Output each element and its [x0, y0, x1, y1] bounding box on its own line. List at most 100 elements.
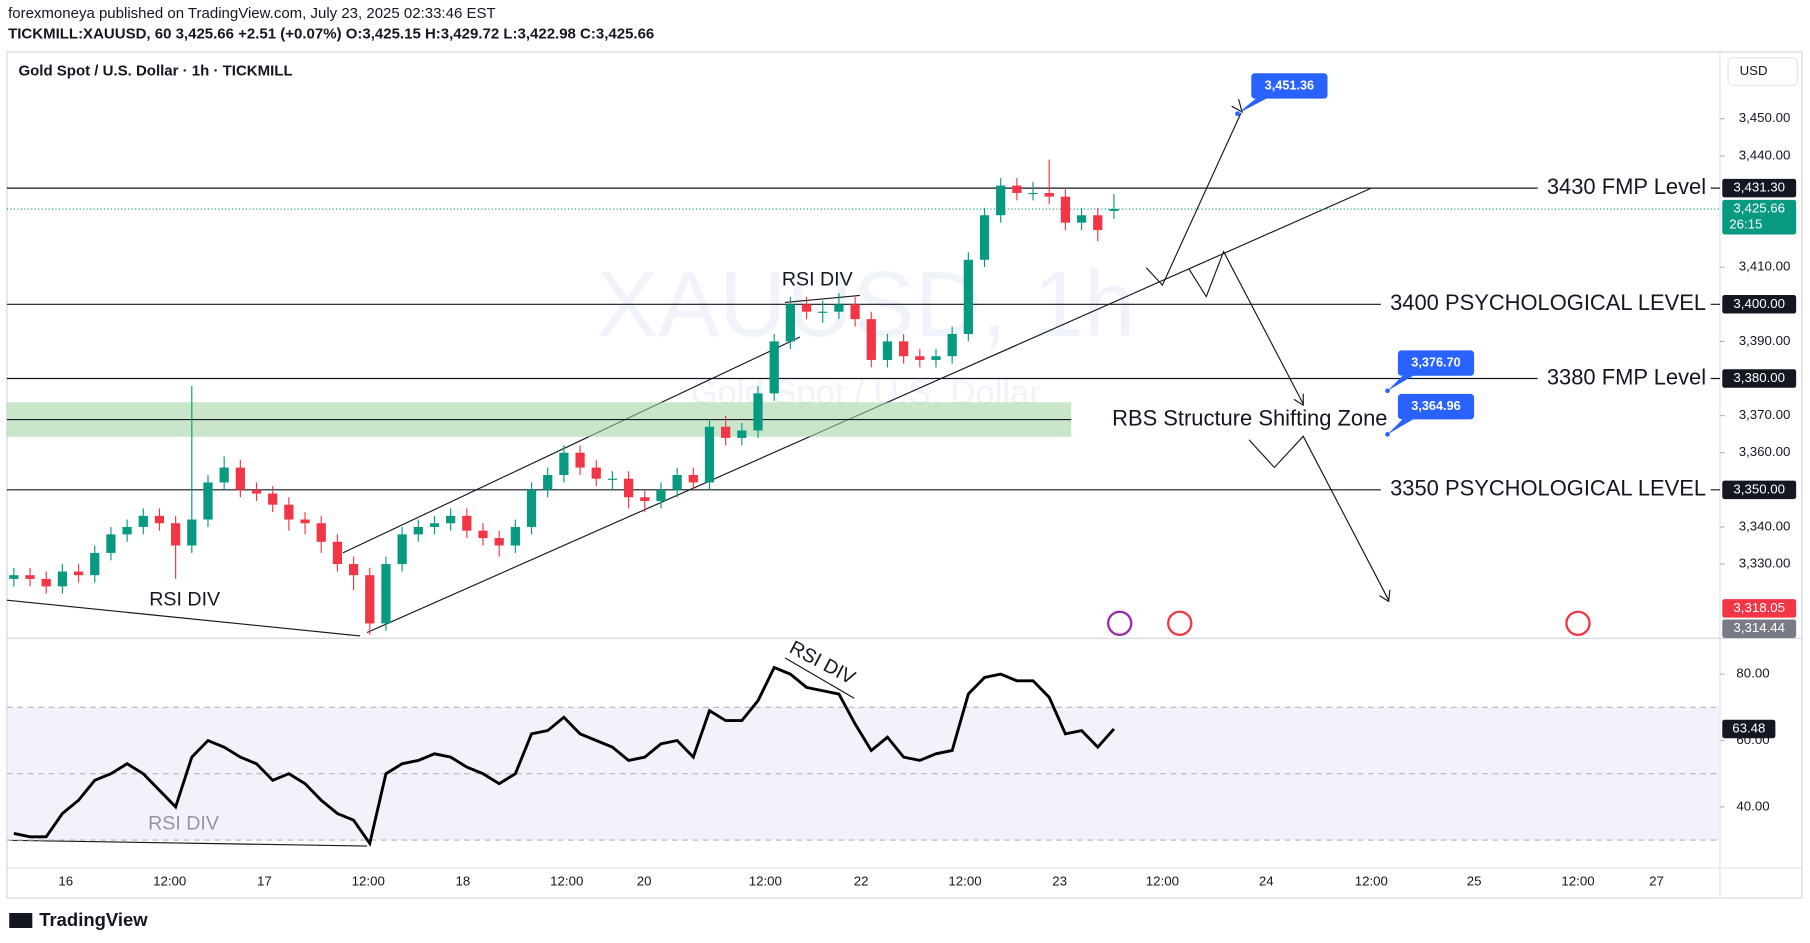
price-badge — [1722, 369, 1797, 388]
candle-body — [106, 534, 116, 553]
current-price-badge — [1722, 199, 1797, 235]
candle-body — [284, 504, 294, 520]
y-tick-label: 3,360.00 — [1739, 444, 1791, 459]
candle-body — [882, 341, 893, 360]
candle-body — [381, 564, 391, 624]
candle-body — [1028, 192, 1038, 195]
y-tick-label: 3,330.00 — [1739, 556, 1791, 571]
trend-line — [6, 599, 361, 637]
symbol-line: TICKMILL:XAUUSD, 60 3,425.66 +2.51 (+0.0… — [8, 26, 654, 43]
candle-body — [963, 259, 973, 334]
candle-body — [429, 523, 440, 527]
price-badge — [1722, 480, 1797, 500]
price-badge — [1722, 599, 1797, 618]
x-tick-label: 12:00 — [1146, 873, 1179, 888]
candle-body — [931, 356, 941, 360]
candle-body — [1076, 215, 1087, 223]
target-pointer — [1387, 374, 1416, 391]
candle-body — [866, 319, 876, 360]
logo-mark — [9, 912, 33, 928]
candle-body — [138, 515, 148, 527]
price-badge — [1722, 295, 1797, 314]
level-label: 3430 FMP Level — [1547, 174, 1706, 199]
candle-body — [203, 482, 213, 520]
candle-body — [187, 519, 197, 546]
x-tick-label: 12:00 — [1561, 873, 1594, 888]
candle-body — [90, 552, 100, 576]
target-bubble — [1397, 350, 1475, 376]
event-icons — [1107, 610, 1591, 636]
x-tick-label: 20 — [637, 873, 652, 888]
candle-body — [510, 526, 520, 546]
trend-line — [784, 294, 861, 303]
price-badge-label: 3,314.44 — [1733, 620, 1785, 635]
x-tick-label: 12:00 — [153, 873, 186, 888]
level-label: 3400 PSYCHOLOGICAL LEVEL — [1390, 290, 1706, 315]
candle-body — [656, 489, 666, 501]
candle-body — [688, 474, 698, 483]
y-tick-label: 3,410.00 — [1739, 259, 1791, 274]
target-pointer — [1237, 97, 1269, 114]
level-label-bg — [1537, 364, 1711, 393]
candle-body — [769, 341, 779, 394]
candle-body — [801, 304, 812, 312]
annotation: RSI DIV — [149, 588, 220, 610]
candle-body — [397, 534, 407, 565]
candle-body — [996, 185, 1006, 216]
current-price-label: 3,425.66 — [1733, 201, 1785, 216]
candle-body — [559, 452, 569, 475]
x-tick-label: 17 — [257, 873, 272, 888]
candle-body — [607, 478, 618, 480]
price-badge-label: 3,350.00 — [1733, 481, 1785, 496]
frame — [6, 51, 1803, 899]
event-icon — [1107, 610, 1133, 636]
x-tick-label: 12:00 — [948, 873, 981, 888]
candle-body — [122, 526, 132, 535]
trend-line — [784, 657, 855, 699]
x-tick-label: 12:00 — [749, 873, 782, 888]
candle-body — [721, 426, 731, 438]
candle-body — [365, 575, 375, 624]
currency: USD — [1740, 63, 1768, 78]
y-tick-label: 3,390.00 — [1739, 333, 1791, 348]
candle-body — [672, 474, 682, 490]
candle-body — [413, 526, 423, 535]
x-tick-label: 12:00 — [1355, 873, 1388, 888]
candle-body — [575, 452, 585, 468]
candle-body — [915, 356, 925, 360]
rsi-badge-label: 63.48 — [1732, 720, 1765, 735]
price-badge-label: 3,431.30 — [1733, 180, 1785, 195]
logo: TradingView — [9, 909, 148, 930]
price-badge-label: 3,380.00 — [1733, 370, 1785, 385]
candle-body — [462, 515, 472, 531]
trend-line — [342, 336, 801, 554]
candle-body — [478, 530, 488, 539]
candle-body — [268, 493, 278, 505]
currency-box — [1727, 57, 1798, 86]
rsi-tick-label: 40.00 — [1736, 798, 1769, 813]
candle-body — [947, 333, 957, 357]
candle-body — [25, 575, 35, 579]
candle-body — [591, 467, 601, 479]
rsi-tick-label: 80.00 — [1736, 666, 1769, 681]
candle-body — [316, 523, 326, 542]
x-tick-label: 16 — [58, 873, 73, 888]
candle-body — [1012, 185, 1022, 193]
target-bubble — [1397, 393, 1475, 420]
candle-body — [834, 304, 844, 312]
chart-title: Gold Spot / U.S. Dollar · 1h · TICKMILL — [18, 63, 292, 80]
candle-body — [494, 538, 504, 546]
rsi-line — [13, 665, 1116, 847]
candle-body — [348, 564, 359, 576]
event-icon — [1167, 610, 1193, 636]
arrow-head — [1293, 393, 1304, 407]
candle-body — [737, 430, 747, 438]
arrow-head — [1379, 589, 1391, 603]
candle-body — [57, 571, 68, 587]
rsi-badge — [1722, 719, 1776, 739]
price-badge — [1722, 178, 1797, 198]
brand: TradingView — [39, 909, 148, 930]
candle-body — [1093, 215, 1103, 231]
level-label-bg — [1380, 475, 1711, 504]
